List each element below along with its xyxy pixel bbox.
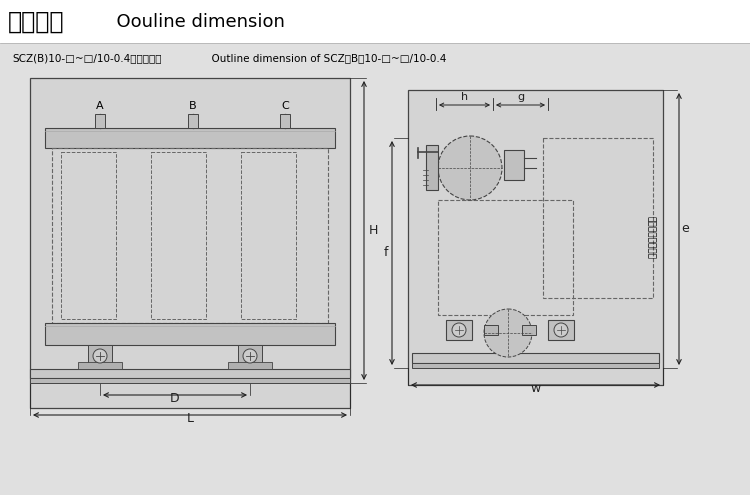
Bar (151, 152, 206, 319)
Bar (45, 128, 335, 148)
Bar (522, 325, 536, 335)
Bar (30, 369, 350, 378)
Bar (280, 114, 290, 128)
Bar (446, 320, 472, 340)
Bar (61, 152, 116, 319)
Text: A: A (96, 101, 104, 111)
Text: Outline dimension of SCZ（B）10-□~□/10-0.4: Outline dimension of SCZ（B）10-□~□/10-0.4 (205, 53, 446, 63)
Bar (188, 114, 198, 128)
Text: w: w (530, 382, 541, 395)
Text: f: f (384, 247, 388, 259)
Bar (543, 138, 653, 298)
Bar (0, 0, 750, 43)
Bar (0, 43, 750, 73)
Bar (30, 78, 350, 408)
Text: SCZ(B)10-□~□/10-0.4外形尺寸图: SCZ(B)10-□~□/10-0.4外形尺寸图 (12, 53, 161, 63)
Circle shape (484, 309, 532, 357)
Bar (95, 114, 105, 128)
Circle shape (93, 349, 107, 363)
Text: h: h (461, 92, 468, 102)
Circle shape (452, 323, 466, 337)
Bar (30, 378, 350, 383)
Text: 干式有载分接开关: 干式有载分接开关 (646, 215, 656, 258)
Text: 外形尺寸: 外形尺寸 (8, 10, 64, 34)
Text: B: B (189, 101, 196, 111)
Bar (78, 362, 122, 369)
Circle shape (438, 136, 502, 200)
Bar (426, 145, 438, 190)
Text: H: H (369, 224, 378, 237)
Circle shape (554, 323, 568, 337)
Text: C: C (281, 101, 289, 111)
Bar (412, 363, 659, 368)
Circle shape (243, 349, 257, 363)
Text: D: D (170, 392, 180, 405)
Bar (228, 362, 272, 369)
Text: Oouline dimension: Oouline dimension (105, 13, 285, 31)
Bar (408, 90, 663, 385)
Bar (45, 323, 335, 345)
Bar (52, 148, 328, 323)
Bar (238, 345, 262, 367)
Bar (412, 353, 659, 363)
Bar (241, 152, 296, 319)
Text: L: L (187, 412, 194, 425)
Text: e: e (681, 222, 688, 236)
Bar (88, 345, 112, 367)
Bar (504, 150, 524, 180)
Bar (438, 200, 573, 315)
Text: g: g (517, 92, 524, 102)
Bar (548, 320, 574, 340)
Bar (484, 325, 498, 335)
